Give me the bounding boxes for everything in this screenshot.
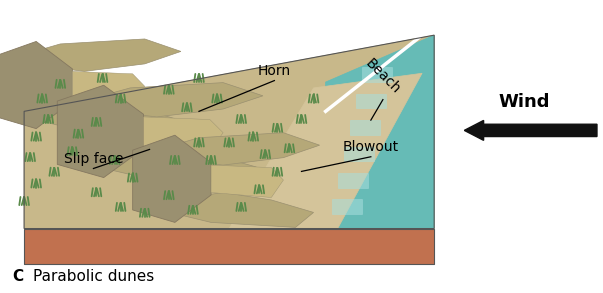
Polygon shape [24, 35, 434, 229]
Polygon shape [64, 83, 263, 117]
Text: Parabolic dunes: Parabolic dunes [33, 269, 154, 284]
Polygon shape [24, 229, 434, 264]
Text: C: C [12, 269, 23, 284]
Polygon shape [57, 85, 144, 178]
Polygon shape [326, 35, 434, 229]
Polygon shape [362, 67, 392, 82]
Polygon shape [0, 41, 72, 129]
Text: Slip face: Slip face [64, 151, 123, 166]
Polygon shape [0, 99, 175, 134]
Polygon shape [356, 94, 386, 108]
Polygon shape [350, 120, 380, 135]
Text: Horn: Horn [258, 64, 291, 78]
Polygon shape [139, 193, 314, 227]
Polygon shape [139, 133, 320, 165]
FancyArrow shape [464, 120, 597, 140]
Polygon shape [211, 165, 283, 197]
Polygon shape [72, 71, 145, 104]
Polygon shape [229, 73, 422, 229]
Polygon shape [144, 117, 223, 151]
Text: Wind: Wind [499, 93, 551, 111]
Polygon shape [344, 146, 374, 161]
Polygon shape [338, 173, 368, 188]
Polygon shape [332, 199, 362, 214]
Text: Blowout: Blowout [343, 140, 399, 154]
Text: Beach: Beach [363, 56, 403, 97]
Polygon shape [64, 146, 256, 183]
Polygon shape [0, 39, 181, 71]
Polygon shape [133, 135, 211, 222]
